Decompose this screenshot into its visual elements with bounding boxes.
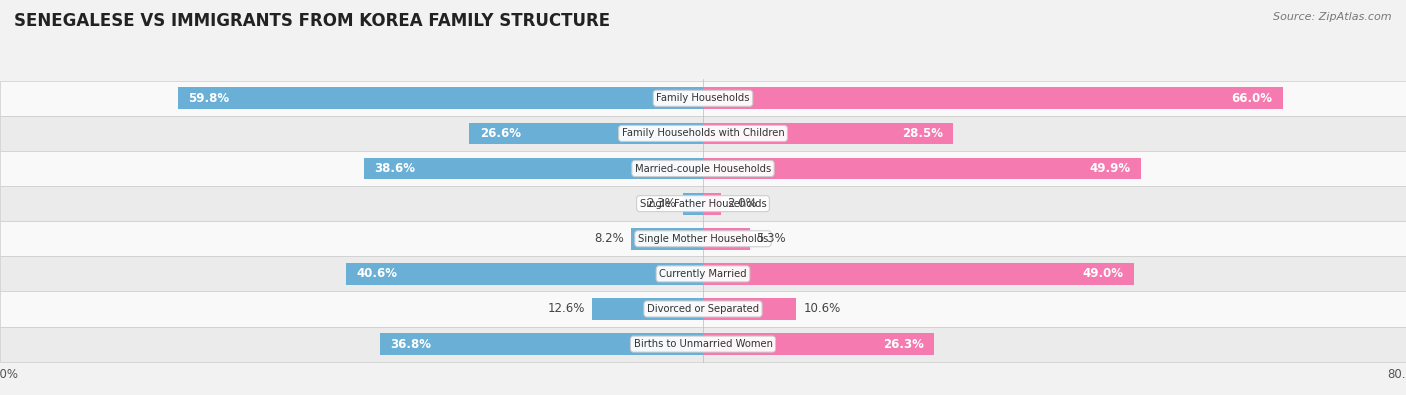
Text: 8.2%: 8.2% [595, 232, 624, 245]
Bar [703, 263, 1133, 285]
Text: SENEGALESE VS IMMIGRANTS FROM KOREA FAMILY STRUCTURE: SENEGALESE VS IMMIGRANTS FROM KOREA FAMI… [14, 12, 610, 30]
Text: 26.6%: 26.6% [479, 127, 520, 140]
Text: 59.8%: 59.8% [188, 92, 229, 105]
Bar [703, 298, 796, 320]
Bar [0, 116, 1406, 151]
Bar [0, 186, 1406, 221]
Bar [346, 263, 703, 285]
Bar [0, 292, 1406, 327]
Text: Source: ZipAtlas.com: Source: ZipAtlas.com [1274, 12, 1392, 22]
Text: Family Households with Children: Family Households with Children [621, 128, 785, 138]
Text: 36.8%: 36.8% [391, 338, 432, 351]
Bar [0, 81, 1406, 116]
Bar [703, 193, 721, 214]
Text: Currently Married: Currently Married [659, 269, 747, 279]
Bar [0, 221, 1406, 256]
Bar [703, 228, 749, 250]
Text: 5.3%: 5.3% [756, 232, 786, 245]
Text: 38.6%: 38.6% [374, 162, 415, 175]
Text: 2.3%: 2.3% [645, 197, 676, 210]
Bar [703, 87, 1282, 109]
Bar [177, 87, 703, 109]
Bar [683, 193, 703, 214]
Text: Divorced or Separated: Divorced or Separated [647, 304, 759, 314]
Text: 12.6%: 12.6% [548, 303, 585, 316]
Text: 26.3%: 26.3% [883, 338, 924, 351]
Text: Single Mother Households: Single Mother Households [638, 234, 768, 244]
Text: 66.0%: 66.0% [1232, 92, 1272, 105]
Text: Family Households: Family Households [657, 93, 749, 103]
Text: 49.9%: 49.9% [1090, 162, 1130, 175]
Text: 2.0%: 2.0% [728, 197, 758, 210]
Bar [0, 327, 1406, 362]
Bar [631, 228, 703, 250]
Text: Births to Unmarried Women: Births to Unmarried Women [634, 339, 772, 349]
Bar [0, 256, 1406, 292]
Bar [470, 122, 703, 144]
Text: Single Father Households: Single Father Households [640, 199, 766, 209]
Bar [364, 158, 703, 179]
Text: 49.0%: 49.0% [1083, 267, 1123, 280]
Text: Married-couple Households: Married-couple Households [636, 164, 770, 173]
Bar [592, 298, 703, 320]
Bar [703, 122, 953, 144]
Text: 28.5%: 28.5% [901, 127, 943, 140]
Bar [703, 333, 934, 355]
Bar [380, 333, 703, 355]
Bar [0, 151, 1406, 186]
Bar [703, 158, 1142, 179]
Text: 10.6%: 10.6% [803, 303, 841, 316]
Text: 40.6%: 40.6% [357, 267, 398, 280]
